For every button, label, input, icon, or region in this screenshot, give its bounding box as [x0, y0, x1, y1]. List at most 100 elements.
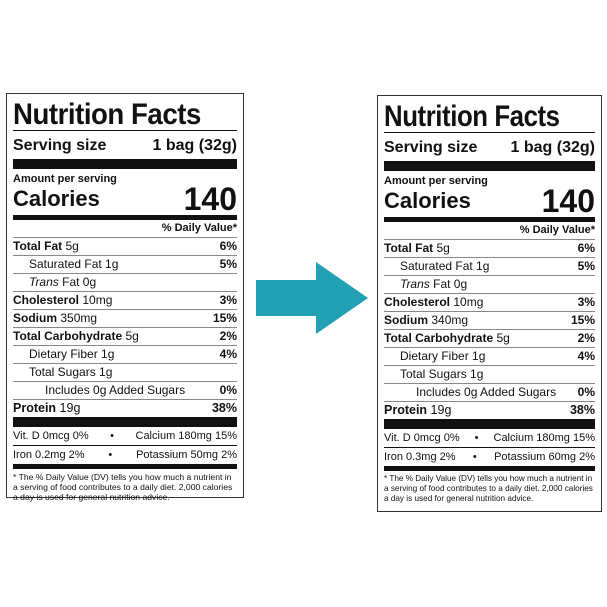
divider	[13, 130, 237, 131]
divider-thick	[384, 419, 595, 429]
divider-thick	[13, 159, 237, 169]
divider-medium	[384, 466, 595, 471]
bullet: •	[108, 449, 113, 461]
nutrient-name: Includes 0g Added Sugars	[45, 383, 186, 397]
nutrient-name: Fat 0g	[58, 275, 97, 289]
calories-value: 140	[183, 181, 237, 217]
nutrient-name: Total Carbohydrate	[384, 331, 494, 345]
nutrition-label-before: Nutrition Facts Serving size 1 bag (32g)…	[6, 93, 244, 502]
nutrient-name: Dietary Fiber 1g	[400, 349, 486, 363]
daily-value: 4%	[577, 349, 595, 363]
calories-row: Calories 140	[384, 183, 595, 219]
calcium: Calcium 180mg 15%	[493, 432, 596, 444]
bullet: •	[474, 432, 479, 444]
serving-size-value: 1 bag (32g)	[152, 137, 237, 154]
nutrient-amount: 5g	[125, 329, 139, 343]
nutrient-name: Total Carbohydrate	[13, 329, 123, 343]
bullet: •	[472, 451, 477, 463]
calories-label: Calories	[13, 186, 100, 211]
row-dietary-fiber: Dietary Fiber 1g 4%	[384, 347, 595, 365]
divider-medium	[13, 215, 237, 220]
right-arrow-icon	[256, 262, 368, 334]
daily-value: 4%	[219, 347, 237, 361]
daily-value: 0%	[219, 383, 237, 397]
nutrient-name: Dietary Fiber 1g	[29, 347, 115, 361]
nutrient-name: Protein	[13, 401, 57, 415]
daily-value: 15%	[570, 313, 595, 327]
serving-size-label: Serving size	[13, 137, 107, 154]
nutrient-amount: 350mg	[60, 311, 98, 325]
nutrient-name: Total Sugars 1g	[29, 365, 113, 379]
row-sodium: Sodium 350mg 15%	[13, 309, 237, 327]
serving-size-row: Serving size 1 bag (32g)	[13, 131, 237, 159]
potassium: Potassium 50mg 2%	[136, 449, 237, 461]
nutrient-name: Sodium	[384, 313, 428, 327]
nutrient-amount: 19g	[430, 403, 452, 417]
nutrient-name: Total Sugars 1g	[400, 367, 484, 381]
row-cholesterol: Cholesterol 10mg 3%	[13, 291, 237, 309]
calories-row: Calories 140	[13, 181, 237, 217]
daily-value-header: % Daily Value*	[519, 224, 595, 236]
nutrient-name: Saturated Fat 1g	[400, 259, 490, 273]
label-title: Nutrition Facts	[384, 100, 560, 133]
row-total-carbohydrate: Total Carbohydrate 5g 2%	[384, 329, 595, 347]
vitamin-d: Vit. D 0mcg 0%	[384, 432, 460, 444]
divider-thick	[13, 417, 237, 427]
row-saturated-fat: Saturated Fat 1g 5%	[384, 257, 595, 275]
divider-thick	[384, 161, 595, 171]
nutrient-name: Cholesterol	[384, 295, 451, 309]
nutrient-amount: 19g	[59, 401, 81, 415]
row-total-carbohydrate: Total Carbohydrate 5g 2%	[13, 327, 237, 345]
nutrient-amount: 5g	[436, 241, 450, 255]
daily-value: 38%	[569, 403, 595, 417]
daily-value: 6%	[219, 239, 237, 253]
daily-value: 5%	[577, 259, 595, 273]
footnote: * The % Daily Value (DV) tells you how m…	[13, 472, 233, 502]
nutrient-name-italic: Trans	[400, 277, 430, 291]
calcium: Calcium 180mg 15%	[135, 430, 238, 442]
row-total-fat: Total Fat 5g 6%	[13, 237, 237, 255]
nutrient-amount: 10mg	[82, 293, 113, 307]
nutrient-amount: 5g	[496, 331, 510, 345]
daily-value: 5%	[219, 257, 237, 271]
row-protein: Protein 19g 38%	[384, 401, 595, 419]
divider	[13, 445, 237, 446]
bullet: •	[110, 430, 114, 442]
vitamin-d: Vit. D 0mcg 0%	[13, 430, 89, 442]
divider-medium	[384, 217, 595, 222]
row-saturated-fat: Saturated Fat 1g 5%	[13, 255, 237, 273]
daily-value: 3%	[219, 293, 237, 307]
row-added-sugars: Includes 0g Added Sugars 0%	[384, 383, 595, 401]
row-trans-fat: Trans Fat 0g	[13, 273, 237, 291]
row-dietary-fiber: Dietary Fiber 1g 4%	[13, 345, 237, 363]
row-vitamin-d-calcium: Vit. D 0mcg 0% • Calcium 180mg 15%	[384, 429, 595, 447]
calories-value: 140	[541, 183, 595, 219]
daily-value-header: % Daily Value*	[161, 222, 237, 234]
daily-value: 2%	[219, 329, 237, 343]
footnote: * The % Daily Value (DV) tells you how m…	[384, 474, 593, 503]
nutrient-amount: 340mg	[431, 313, 469, 327]
row-iron-potassium: Iron 0.2mg 2% • Potassium 50mg 2%	[13, 446, 237, 464]
row-total-fat: Total Fat 5g 6%	[384, 239, 595, 257]
nutrient-name: Protein	[384, 403, 428, 417]
divider-medium	[13, 464, 237, 469]
iron: Iron 0.2mg 2%	[13, 449, 85, 461]
nutrient-name: Sodium	[13, 311, 57, 325]
daily-value: 6%	[577, 241, 595, 255]
daily-value: 3%	[577, 295, 595, 309]
daily-value: 0%	[577, 385, 595, 399]
nutrient-name: Total Fat	[384, 241, 434, 255]
daily-value: 2%	[577, 331, 595, 345]
row-total-sugars: Total Sugars 1g	[384, 365, 595, 383]
nutrient-name-italic: Trans	[29, 275, 59, 289]
nutrient-name: Total Fat	[13, 239, 63, 253]
potassium: Potassium 60mg 2%	[494, 451, 595, 463]
row-added-sugars: Includes 0g Added Sugars 0%	[13, 381, 237, 399]
iron: Iron 0.3mg 2%	[384, 451, 456, 463]
amount-per-serving: Amount per serving	[384, 175, 488, 187]
nutrient-name: Includes 0g Added Sugars	[416, 385, 557, 399]
serving-size-value: 1 bag (32g)	[510, 139, 595, 156]
divider	[384, 447, 595, 448]
row-trans-fat: Trans Fat 0g	[384, 275, 595, 293]
serving-size-label: Serving size	[384, 139, 478, 156]
